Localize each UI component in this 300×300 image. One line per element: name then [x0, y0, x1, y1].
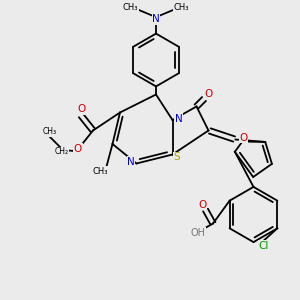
Text: CH₃: CH₃	[123, 3, 138, 12]
Text: CH₂: CH₂	[54, 147, 69, 156]
Text: N: N	[127, 157, 135, 167]
Text: CH₃: CH₃	[174, 3, 189, 12]
Text: O: O	[77, 104, 85, 115]
Text: H: H	[239, 133, 247, 143]
Text: S: S	[174, 152, 180, 163]
Text: CH₃: CH₃	[42, 128, 57, 136]
Text: O: O	[74, 143, 82, 154]
Text: O: O	[198, 200, 207, 210]
Text: O: O	[204, 89, 213, 100]
Text: OH: OH	[190, 227, 206, 238]
Text: Cl: Cl	[259, 241, 269, 251]
Text: CH₃: CH₃	[93, 167, 108, 176]
Text: O: O	[240, 133, 248, 143]
Text: N: N	[175, 113, 182, 124]
Text: N: N	[152, 14, 160, 25]
